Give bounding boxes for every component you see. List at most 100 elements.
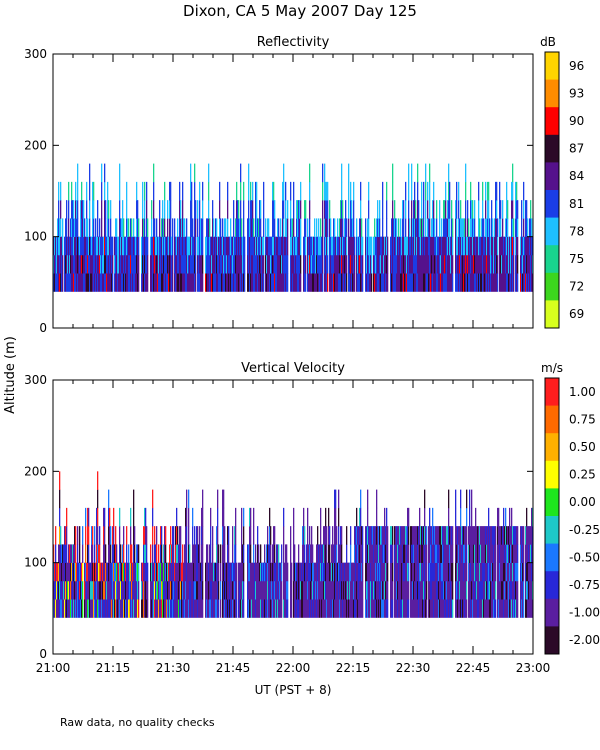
reflectivity-cell: [485, 236, 487, 256]
reflectivity-cell: [93, 254, 95, 274]
reflectivity-cell: [81, 273, 83, 292]
reflectivity-cell: [336, 254, 338, 274]
velocity-cell: [138, 599, 140, 618]
velocity-cell: [87, 562, 89, 582]
reflectivity-cell: [282, 218, 284, 237]
reflectivity-cell: [286, 273, 288, 292]
velocity-cell: [88, 507, 90, 527]
velocity-cell: [171, 544, 173, 563]
reflectivity-cell: [520, 236, 522, 256]
reflectivity-cell: [240, 200, 242, 219]
velocity-cell: [320, 580, 322, 600]
reflectivity-cell: [374, 254, 376, 274]
velocity-cell: [60, 562, 62, 582]
velocity-cell: [109, 507, 111, 527]
velocity-cell: [529, 526, 531, 545]
reflectivity-cell: [276, 236, 278, 256]
reflectivity-cell: [501, 236, 503, 256]
reflectivity-cell: [109, 254, 111, 274]
reflectivity-cell: [417, 200, 419, 219]
velocity-cell: [349, 599, 351, 618]
velocity-cell: [220, 562, 222, 582]
reflectivity-cell: [86, 200, 88, 219]
velocity-cell: [308, 544, 310, 563]
velocity-cell: [251, 580, 253, 600]
velocity-cell: [450, 544, 452, 563]
velocity-cell: [176, 526, 178, 545]
reflectivity-colorbar-label: 81: [569, 197, 584, 211]
velocity-cell: [383, 562, 385, 582]
velocity-cell: [53, 580, 55, 600]
velocity-cell: [310, 580, 312, 600]
reflectivity-cell: [350, 273, 352, 292]
velocity-cell: [346, 544, 348, 563]
velocity-cell: [373, 526, 375, 545]
velocity-cell: [272, 562, 274, 582]
velocity-cell: [144, 580, 146, 600]
reflectivity-cell: [199, 236, 201, 256]
reflectivity-cell: [384, 254, 386, 274]
reflectivity-cell: [282, 273, 284, 292]
velocity-cell: [461, 562, 463, 582]
velocity-cell: [161, 562, 163, 582]
velocity-cell: [105, 599, 107, 618]
reflectivity-cell: [434, 254, 436, 274]
reflectivity-cell: [239, 254, 241, 274]
reflectivity-cell: [444, 218, 446, 237]
reflectivity-cell: [132, 254, 134, 274]
velocity-cell: [232, 599, 234, 618]
velocity-cell: [177, 580, 179, 600]
velocity-cell: [293, 507, 295, 527]
velocity-cell: [398, 599, 400, 618]
velocity-cell: [103, 507, 105, 527]
reflectivity-cell: [420, 254, 422, 274]
velocity-cell: [495, 544, 497, 563]
velocity-cell: [175, 526, 177, 545]
velocity-cell: [479, 599, 481, 618]
velocity-cell: [144, 526, 146, 545]
velocity-cell: [82, 544, 84, 563]
velocity-cell: [103, 526, 105, 545]
reflectivity-cell: [107, 273, 109, 292]
reflectivity-cell: [273, 181, 275, 201]
velocity-cell: [446, 599, 448, 618]
velocity-cell: [104, 599, 106, 618]
reflectivity-cell: [236, 200, 238, 219]
reflectivity-cell: [154, 254, 156, 274]
reflectivity-cell: [501, 273, 503, 292]
reflectivity-cell: [170, 200, 172, 219]
velocity-colorbar-swatch: [545, 460, 559, 489]
velocity-cell: [407, 599, 409, 618]
velocity-cell: [411, 599, 413, 618]
reflectivity-cell: [499, 254, 501, 274]
velocity-cell: [442, 562, 444, 582]
reflectivity-cell: [197, 273, 199, 292]
velocity-cell: [366, 526, 368, 545]
velocity-cell: [335, 489, 337, 509]
velocity-cell: [434, 580, 436, 600]
velocity-cell: [172, 526, 174, 545]
velocity-cell: [116, 580, 118, 600]
velocity-cell: [277, 562, 279, 582]
velocity-cell: [440, 599, 442, 618]
velocity-cell: [264, 599, 266, 618]
x-tick-label: 22:00: [276, 661, 311, 675]
velocity-cell: [327, 562, 329, 582]
velocity-cell: [173, 544, 175, 563]
velocity-cell: [53, 599, 55, 618]
reflectivity-cell: [181, 236, 183, 256]
velocity-cell: [425, 599, 427, 618]
reflectivity-cell: [93, 200, 95, 219]
reflectivity-cell: [399, 254, 401, 274]
velocity-cell: [356, 507, 358, 527]
reflectivity-cell: [180, 200, 182, 219]
reflectivity-cell: [448, 254, 450, 274]
velocity-cell: [60, 580, 62, 600]
reflectivity-cell: [127, 218, 129, 237]
reflectivity-cell: [212, 236, 214, 256]
reflectivity-cell: [428, 254, 430, 274]
reflectivity-cell: [348, 200, 350, 219]
reflectivity-cell: [292, 218, 294, 237]
velocity-cell: [162, 562, 164, 582]
